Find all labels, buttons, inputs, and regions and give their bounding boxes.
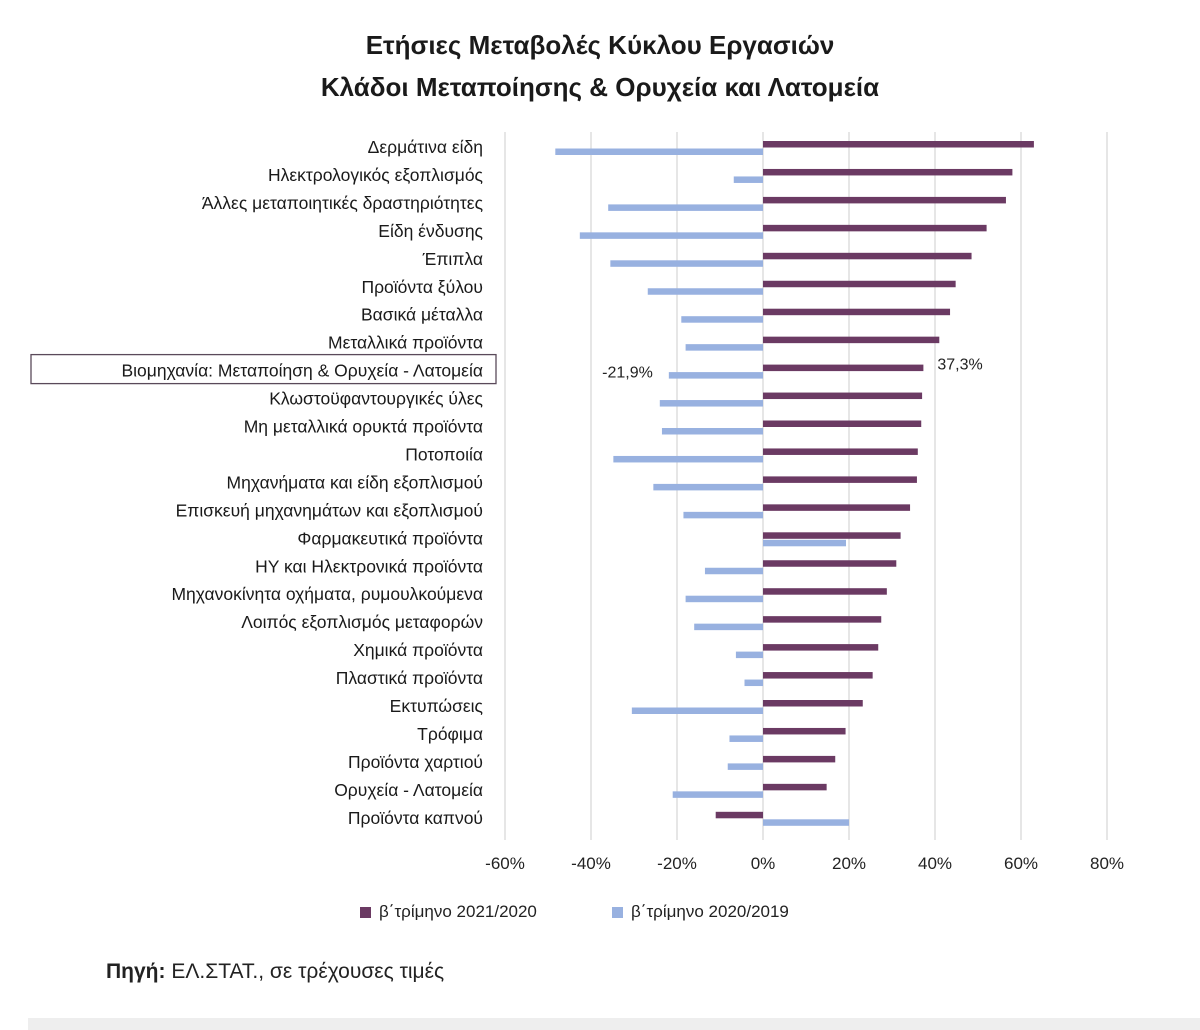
- chart-title-line1: Ετήσιες Μεταβολές Κύκλου Εργασιών: [365, 30, 835, 60]
- category-label: Προϊόντα χαρτιού: [348, 752, 483, 772]
- bar-2021: [763, 700, 863, 707]
- x-tick-label: 60%: [1004, 854, 1038, 873]
- bar-2020: [653, 483, 763, 491]
- bar-2020: [744, 679, 763, 687]
- data-label: 37,3%: [937, 357, 982, 374]
- category-label: Προϊόντα ξύλου: [361, 277, 483, 297]
- chart-title-line2: Κλάδοι Μεταποίησης & Ορυχεία και Λατομεί…: [320, 72, 880, 102]
- bar-2021: [763, 560, 897, 567]
- bar-2021: [763, 448, 918, 455]
- legend-label-2020: β΄τρίμηνο 2020/2019: [631, 902, 789, 921]
- bar-2021: [763, 504, 911, 511]
- bar-2020: [727, 763, 763, 770]
- bar-2021: [763, 252, 972, 260]
- bar-2020: [694, 623, 763, 631]
- bar-2020: [685, 595, 763, 603]
- category-label: Φαρμακευτικά προϊόντα: [297, 528, 483, 548]
- bar-2021: [763, 280, 956, 288]
- category-label: Λοιπός εξοπλισμός μεταφορών: [241, 612, 483, 632]
- highlight-box: [30, 353, 497, 385]
- bar-2021: [763, 308, 951, 316]
- bar-2021: [763, 364, 924, 372]
- source-text: ΕΛ.ΣΤΑΤ., σε τρέχουσες τιμές: [171, 960, 445, 983]
- bar-2020: [668, 372, 763, 379]
- category-label: Μηχανήματα και είδη εξοπλισμού: [227, 472, 483, 492]
- legend-item-2021: β΄τρίμηνο 2021/2020: [360, 902, 537, 922]
- bar-2020: [704, 567, 763, 575]
- x-tick-label: -60%: [485, 854, 525, 873]
- legend-swatch-2021: [360, 906, 371, 918]
- category-label: Τρόφιμα: [417, 724, 483, 744]
- category-label: Εκτυπώσεις: [390, 696, 483, 716]
- bottom-strip: [28, 1018, 1200, 1030]
- bar-2021: [763, 196, 1006, 204]
- x-tick-label: 80%: [1090, 854, 1124, 873]
- bar-2021: [763, 392, 923, 400]
- bar-2021: [763, 588, 887, 595]
- category-label: Προϊόντα καπνού: [348, 808, 483, 828]
- category-label: Ορυχεία - Λατομεία: [334, 780, 483, 800]
- bar-2021: [763, 616, 882, 623]
- legend-swatch-2020: [612, 906, 623, 918]
- bar-2020: [763, 539, 846, 547]
- category-label: Μη μεταλλικά ορυκτά προϊόντα: [244, 417, 483, 437]
- bar-2021: [763, 141, 1034, 148]
- category-label: Δερμάτινα είδη: [368, 137, 483, 157]
- category-label: ΗΥ και Ηλεκτρονικά προϊόντα: [255, 556, 483, 576]
- bar-2020: [733, 176, 763, 183]
- x-tick-label: -40%: [571, 854, 611, 873]
- category-label: Είδη ένδυσης: [378, 221, 483, 241]
- legend-item-2020: β΄τρίμηνο 2020/2019: [612, 902, 789, 922]
- category-label: Άλλες μεταποιητικές δραστηριότητες: [202, 193, 483, 213]
- bar-2020: [555, 148, 763, 155]
- bar-2021: [763, 783, 827, 791]
- category-label: Μηχανοκίνητα οχήματα, ρυμουλκούμενα: [171, 584, 483, 604]
- bar-2020: [608, 204, 763, 211]
- category-label: Επισκευή μηχανημάτων και εξοπλισμού: [176, 500, 483, 520]
- category-label: Έπιπλα: [422, 249, 483, 269]
- x-tick-label: 20%: [832, 854, 866, 873]
- bar-2021: [763, 755, 836, 763]
- bar-2020: [647, 288, 763, 295]
- x-tick-label: 0%: [751, 854, 776, 873]
- bar-2021: [763, 532, 901, 539]
- category-label: Βιομηχανία: Μεταποίηση & Ορυχεία - Λατομ…: [121, 361, 483, 381]
- category-label: Κλωστοϋφαντουργικές ύλες: [269, 389, 483, 409]
- bar-2020: [579, 232, 763, 239]
- source-label: Πηγή:: [106, 960, 166, 983]
- bar-2020: [681, 316, 763, 323]
- bar-2021: [763, 476, 917, 483]
- bar-2020: [729, 735, 763, 742]
- bar-2021: [763, 420, 922, 427]
- category-label: Πλαστικά προϊόντα: [336, 668, 483, 688]
- bar-2021: [763, 672, 873, 679]
- bar-2020: [661, 428, 763, 435]
- bar-2021: [763, 727, 846, 735]
- source-note: Πηγή: ΕΛ.ΣΤΑΤ., σε τρέχουσες τιμές: [106, 960, 444, 984]
- bar-2020: [631, 707, 763, 714]
- bar-2020: [672, 791, 763, 798]
- bar-2020: [613, 455, 763, 463]
- bar-2021: [763, 224, 987, 232]
- x-tick-label: 40%: [918, 854, 952, 873]
- bar-2021: [715, 811, 763, 819]
- bar-2021: [763, 168, 1013, 176]
- category-label: Βασικά μέταλλα: [361, 305, 483, 325]
- bar-2021: [763, 644, 879, 651]
- legend-label-2021: β΄τρίμηνο 2021/2020: [379, 902, 537, 921]
- bar-2020: [659, 400, 763, 407]
- bar-2020: [685, 344, 763, 351]
- bar-2020: [683, 511, 763, 519]
- bar-2021: [763, 336, 940, 344]
- bar-2020: [610, 260, 763, 267]
- category-label: Ποτοποιία: [405, 444, 483, 464]
- category-label: Ηλεκτρολογικός εξοπλισμός: [268, 165, 483, 185]
- data-label: -21,9%: [602, 365, 653, 382]
- category-label: Χημικά προϊόντα: [353, 640, 483, 660]
- bar-2020: [735, 651, 763, 659]
- x-tick-label: -20%: [657, 854, 697, 873]
- bar-2020: [763, 819, 849, 826]
- category-label: Μεταλλικά προϊόντα: [328, 333, 483, 353]
